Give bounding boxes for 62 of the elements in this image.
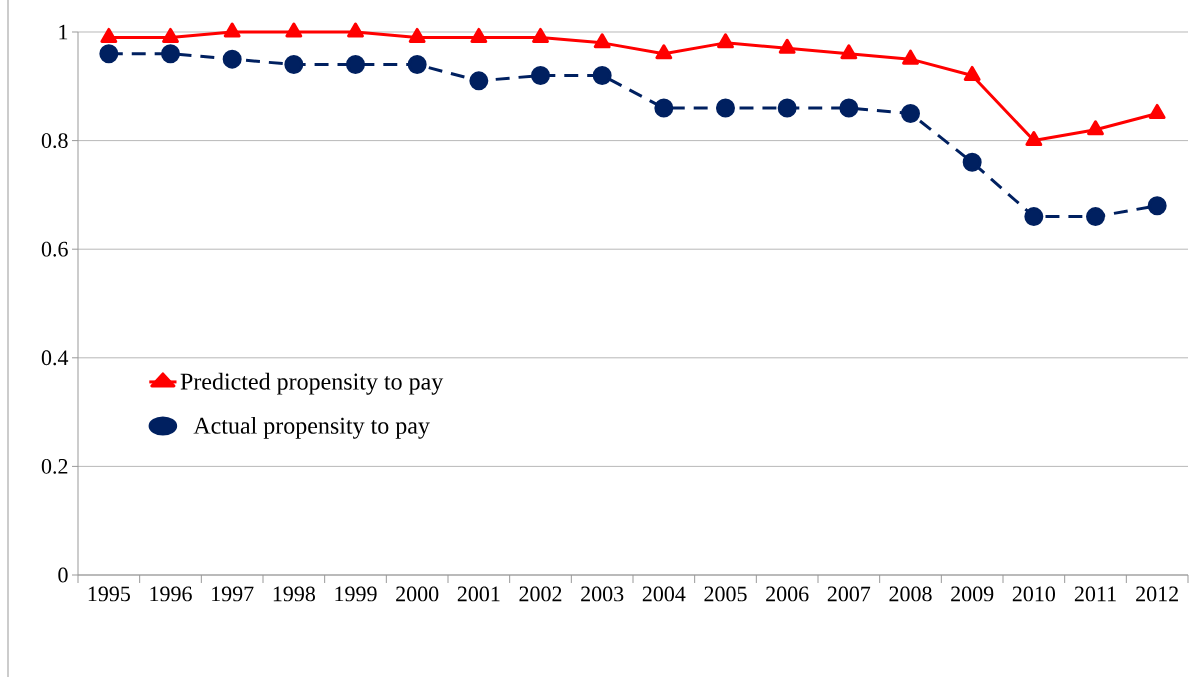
x-tick-label: 2000 [396, 586, 439, 602]
point [716, 98, 735, 118]
point [1086, 207, 1105, 227]
x-tick-label: 1999 [335, 586, 377, 602]
x-tick-label: 1998 [273, 586, 315, 602]
point [161, 44, 180, 64]
point [100, 27, 118, 43]
point [654, 98, 674, 118]
point [470, 27, 488, 43]
x-tick-label: 1996 [150, 586, 192, 602]
point [902, 49, 919, 65]
x-tick-label: 2011 [1074, 586, 1116, 602]
point [901, 103, 920, 123]
point [532, 27, 549, 43]
x-tick-label: 2010 [1012, 586, 1055, 602]
point [717, 33, 734, 49]
y-tick-label: 0 [58, 567, 68, 583]
point [593, 33, 611, 49]
point [1024, 207, 1044, 227]
x-tick-label: 2012 [1136, 586, 1178, 602]
point [777, 98, 797, 118]
y-tick-label: 0.6 [41, 241, 68, 257]
y-tick-label: 0.8 [41, 133, 68, 149]
point [1147, 196, 1167, 216]
point [531, 65, 550, 85]
point [592, 65, 612, 85]
point [99, 44, 119, 64]
x-tick-label: 2009 [951, 586, 994, 602]
point [1025, 131, 1043, 147]
y-tick-label: 0.2 [41, 458, 68, 474]
x-tick-label: 2006 [766, 586, 809, 602]
point [346, 55, 365, 75]
point [655, 44, 673, 60]
y-tick-label: 0.4 [41, 350, 69, 366]
point [840, 44, 858, 60]
legend-label: Actual propensity to pay [193, 416, 430, 439]
point [408, 27, 426, 43]
x-tick-label: 1995 [88, 586, 130, 602]
point [1087, 120, 1104, 136]
point [1148, 103, 1166, 119]
point [962, 152, 982, 172]
x-tick-label: 1997 [212, 586, 254, 602]
legend-label: Predicted propensity to pay [180, 372, 444, 395]
x-tick-label: 2008 [889, 586, 932, 602]
point [778, 38, 796, 54]
x-tick-label: 2003 [581, 586, 624, 602]
y-tick-label: 1 [59, 24, 68, 40]
x-tick-label: 2007 [827, 586, 871, 602]
point [162, 27, 179, 43]
x-tick-label: 2002 [519, 586, 562, 602]
point [963, 65, 981, 81]
point [347, 22, 364, 38]
point [285, 22, 303, 38]
point [284, 55, 304, 75]
point [839, 98, 859, 118]
point [222, 49, 242, 69]
point [223, 22, 241, 38]
x-tick-label: 2005 [704, 586, 747, 602]
point [407, 55, 427, 75]
x-tick-label: 2004 [642, 586, 686, 602]
point [469, 71, 489, 91]
x-tick-label: 2001 [457, 586, 500, 602]
